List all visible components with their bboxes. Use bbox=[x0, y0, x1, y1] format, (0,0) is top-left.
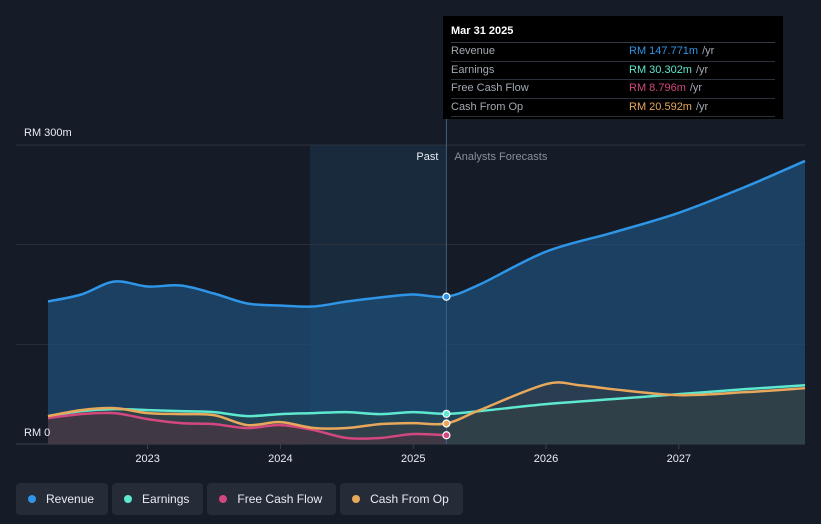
legend-dot-icon bbox=[124, 495, 133, 503]
tooltip-label: Revenue bbox=[451, 45, 496, 57]
tooltip-row-earnings: Earnings RM 30.302m/yr bbox=[451, 62, 775, 80]
tooltip-row-free-cash-flow: Free Cash Flow RM 8.796m/yr bbox=[451, 80, 775, 99]
legend-label: Revenue bbox=[46, 492, 95, 506]
tooltip-value: RM 30.302m/yr bbox=[629, 63, 709, 76]
tooltip-value: RM 147.771m/yr bbox=[629, 45, 715, 57]
line-revenue bbox=[47, 159, 806, 308]
line-earnings bbox=[47, 383, 806, 418]
legend-label: Cash From Op bbox=[370, 492, 449, 506]
line-cash-from-op bbox=[47, 381, 806, 430]
x-tick-label: 2026 bbox=[534, 453, 558, 465]
legend-item-cash-from-op[interactable]: Cash From Op bbox=[340, 483, 463, 515]
line-free-cash-flow bbox=[47, 411, 447, 441]
legend-label: Earnings bbox=[142, 492, 190, 506]
x-tick-label: 2024 bbox=[268, 453, 292, 465]
legend: Revenue Earnings Free Cash Flow Cash Fro… bbox=[16, 483, 463, 515]
x-tick-label: 2025 bbox=[401, 453, 425, 465]
tooltip-label: Free Cash Flow bbox=[451, 82, 529, 94]
marker-earnings bbox=[442, 409, 451, 418]
marker-cash-from-op bbox=[442, 419, 451, 428]
legend-dot-icon bbox=[28, 495, 36, 503]
x-axis-ticks: 2023 2024 2025 2026 2027 bbox=[135, 444, 691, 465]
tooltip-value: RM 20.592m/yr bbox=[629, 100, 709, 113]
tooltip-value: RM 8.796m/yr bbox=[629, 82, 703, 94]
marker-revenue bbox=[442, 292, 451, 301]
tooltip-row-cash-from-op: Cash From Op RM 20.592m/yr bbox=[451, 99, 775, 117]
tooltip-label: Earnings bbox=[451, 63, 495, 76]
legend-item-free-cash-flow[interactable]: Free Cash Flow bbox=[207, 483, 337, 515]
x-tick-label: 2027 bbox=[667, 453, 691, 465]
past-label: Past bbox=[416, 151, 438, 163]
tooltip-date: Mar 31 2025 bbox=[451, 24, 775, 43]
tooltip-label: Cash From Op bbox=[451, 100, 524, 113]
area-revenue bbox=[48, 160, 805, 445]
series-markers bbox=[442, 292, 451, 440]
y-axis-top-label: RM 300m bbox=[24, 127, 72, 139]
series-lines bbox=[47, 159, 806, 441]
legend-label: Free Cash Flow bbox=[237, 492, 323, 506]
forecast-label: Analysts Forecasts bbox=[454, 151, 547, 163]
legend-item-revenue[interactable]: Revenue bbox=[16, 483, 109, 515]
legend-dot-icon bbox=[352, 495, 361, 503]
y-axis-bottom-label: RM 0 bbox=[24, 427, 50, 439]
legend-dot-icon bbox=[219, 495, 228, 503]
tooltip-row-revenue: Revenue RM 147.771m/yr bbox=[451, 43, 775, 62]
x-tick-label: 2023 bbox=[135, 453, 159, 465]
marker-free-cash-flow bbox=[442, 431, 451, 440]
legend-item-earnings[interactable]: Earnings bbox=[112, 483, 204, 515]
tooltip: Mar 31 2025 Revenue RM 147.771m/yr Earni… bbox=[443, 16, 783, 119]
